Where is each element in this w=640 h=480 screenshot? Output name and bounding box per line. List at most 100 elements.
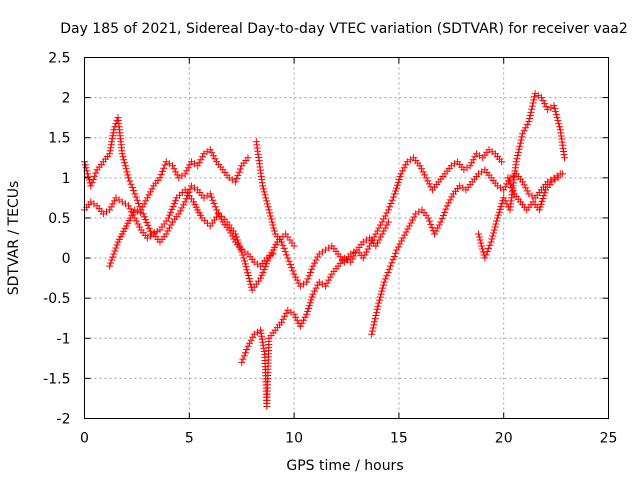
- data-point-marker: [261, 191, 269, 199]
- data-point-marker: [396, 173, 404, 181]
- data-point-marker: [257, 329, 265, 337]
- data-point-marker: [109, 132, 117, 140]
- data-point-marker: [113, 241, 121, 249]
- data-point-marker: [501, 197, 509, 205]
- data-point-marker: [197, 156, 205, 164]
- data-point-marker: [525, 118, 533, 126]
- data-point-marker: [424, 214, 432, 222]
- data-point-marker: [146, 227, 154, 235]
- data-point-marker: [292, 313, 300, 321]
- data-point-marker: [523, 187, 531, 195]
- data-point-marker: [377, 290, 385, 298]
- data-point-marker: [172, 197, 180, 205]
- data-point-marker: [359, 254, 367, 262]
- data-point-marker: [500, 194, 508, 202]
- data-point-marker: [213, 206, 221, 214]
- data-point-marker: [394, 243, 402, 251]
- data-point-marker: [234, 236, 242, 244]
- data-point-marker: [485, 244, 493, 252]
- data-point-marker: [143, 219, 151, 227]
- data-point-marker: [290, 310, 298, 318]
- data-point-marker: [244, 342, 252, 350]
- data-point-marker: [304, 275, 312, 283]
- data-point-marker: [526, 111, 534, 119]
- data-point-marker: [270, 227, 278, 235]
- data-point-marker: [259, 341, 267, 349]
- data-point-marker: [145, 224, 153, 232]
- data-point-marker: [400, 164, 408, 172]
- data-point-marker: [506, 180, 514, 188]
- data-point-marker: [260, 188, 268, 196]
- data-point-marker: [109, 129, 117, 137]
- data-point-marker: [373, 227, 381, 235]
- data-point-marker: [370, 321, 378, 329]
- data-point-marker: [375, 236, 383, 244]
- data-point-marker: [170, 165, 178, 173]
- data-point-marker: [434, 224, 442, 232]
- data-point-marker: [404, 225, 412, 233]
- data-point-marker: [211, 203, 219, 211]
- data-point-marker: [175, 210, 183, 218]
- data-point-marker: [126, 177, 134, 185]
- data-point-marker: [257, 274, 265, 282]
- data-point-marker: [257, 326, 265, 334]
- data-point-marker: [208, 193, 216, 201]
- data-point-marker: [168, 205, 176, 213]
- data-point-marker: [537, 94, 545, 102]
- data-point-marker: [542, 103, 550, 111]
- data-point-marker: [260, 344, 268, 352]
- data-point-marker: [283, 251, 291, 259]
- data-point-marker: [539, 97, 547, 105]
- data-point-marker: [281, 312, 289, 320]
- data-point-marker: [84, 173, 92, 181]
- data-point-marker: [184, 164, 192, 172]
- data-point-marker: [347, 258, 355, 266]
- data-point-marker: [371, 315, 379, 323]
- data-point-marker: [293, 276, 301, 284]
- x-tick-label: 5: [185, 431, 194, 447]
- data-point-marker: [441, 208, 449, 216]
- data-point-marker: [377, 221, 385, 229]
- data-point-marker: [139, 210, 147, 218]
- data-point-marker: [526, 115, 534, 123]
- data-point-marker: [288, 264, 296, 272]
- data-point-marker: [267, 212, 275, 220]
- data-point-marker: [407, 219, 415, 227]
- data-point-marker: [143, 194, 151, 202]
- data-point-marker: [550, 102, 558, 110]
- data-point-marker: [529, 99, 537, 107]
- data-point-marker: [241, 257, 249, 265]
- data-point-marker: [431, 230, 439, 238]
- data-point-marker: [380, 215, 388, 223]
- data-point-marker: [236, 242, 244, 250]
- data-point-marker: [140, 213, 148, 221]
- data-point-marker: [281, 248, 289, 256]
- data-point-marker: [489, 229, 497, 237]
- data-point-marker: [508, 183, 516, 191]
- data-point-marker: [388, 259, 396, 267]
- data-point-marker: [514, 152, 522, 160]
- data-point-marker: [244, 272, 252, 280]
- data-point-marker: [369, 236, 377, 244]
- data-point-marker: [314, 253, 322, 261]
- data-point-marker: [373, 305, 381, 313]
- data-point-marker: [306, 299, 314, 307]
- data-point-marker: [119, 153, 127, 161]
- data-point-marker: [518, 133, 526, 141]
- data-point-marker: [178, 204, 186, 212]
- data-point-marker: [259, 185, 267, 193]
- data-point-marker: [125, 174, 133, 182]
- y-tick-labels: -2 -1.5 -1 -0.5 0 0.5 1 1.5 2 2.5: [43, 51, 70, 428]
- data-point-marker: [387, 262, 395, 270]
- data-point-marker: [110, 250, 118, 258]
- data-point-marker: [439, 212, 447, 220]
- data-point-marker: [512, 158, 520, 166]
- data-point-marker: [379, 281, 387, 289]
- data-point-marker: [471, 153, 479, 161]
- data-point-marker: [513, 155, 521, 163]
- data-point-marker: [240, 352, 248, 360]
- data-point-marker: [466, 162, 474, 170]
- data-point-marker: [267, 215, 275, 223]
- data-point-marker: [307, 296, 315, 304]
- data-point-marker: [108, 256, 116, 264]
